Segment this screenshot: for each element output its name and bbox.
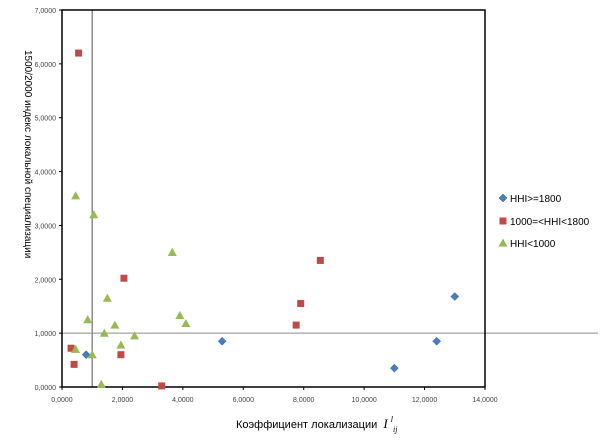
data-point-hhi-mid bbox=[67, 344, 75, 352]
data-point-hhi-high bbox=[432, 336, 442, 346]
data-point-hhi-low bbox=[175, 310, 185, 319]
y-tick-label: 0,0000 bbox=[35, 385, 57, 392]
y-tick-label: 1,0000 bbox=[35, 331, 57, 338]
data-point-hhi-low bbox=[102, 293, 112, 302]
data-point-hhi-low bbox=[167, 247, 177, 256]
x-tick-label: 2,0000 bbox=[112, 397, 134, 404]
data-point-hhi-low bbox=[99, 328, 109, 337]
x-tick-label: 0,0000 bbox=[51, 397, 73, 404]
y-tick-label: 6,0000 bbox=[35, 62, 57, 69]
y-tick-label: 4,0000 bbox=[35, 170, 57, 177]
legend-marker-square-icon bbox=[499, 217, 507, 225]
legend-label: 1000=<HHI<1800 bbox=[510, 217, 590, 228]
legend-label: HHI<1000 bbox=[510, 239, 556, 250]
data-point-hhi-low bbox=[89, 210, 99, 219]
data-point-hhi-mid bbox=[75, 49, 83, 57]
y-tick-label: 2,0000 bbox=[35, 277, 57, 284]
data-point-hhi-high bbox=[450, 292, 460, 301]
data-point-hhi-low bbox=[96, 379, 106, 388]
points-layer bbox=[67, 49, 460, 390]
grid-layer bbox=[62, 10, 598, 387]
data-point-hhi-mid bbox=[70, 360, 78, 368]
data-point-hhi-low bbox=[181, 318, 191, 328]
x-tick-label: 14,0000 bbox=[472, 397, 497, 404]
legend-marker-triangle-icon bbox=[498, 238, 508, 247]
x-tick-label: 10,0000 bbox=[351, 397, 376, 404]
data-point-hhi-low bbox=[87, 350, 97, 359]
x-tick-label: 6,0000 bbox=[233, 397, 255, 404]
data-point-hhi-mid bbox=[117, 351, 125, 359]
x-axis-label: Коэффициент локализации I l ij bbox=[236, 413, 398, 434]
data-point-hhi-mid bbox=[297, 300, 305, 308]
x-axis-label-math-sub: ij bbox=[393, 425, 398, 434]
data-point-hhi-high bbox=[390, 363, 399, 373]
legend: HHI>=1800 1000=<HHI<1800 HHI<1000 bbox=[498, 193, 590, 250]
data-point-hhi-low bbox=[71, 191, 81, 200]
data-point-hhi-mid bbox=[316, 256, 324, 264]
legend-label: HHI>=1800 bbox=[510, 194, 562, 205]
plot-area-border bbox=[61, 9, 486, 388]
y-axis-label: 1500/2000 индекс локальной специализации bbox=[22, 50, 33, 258]
data-point-hhi-mid bbox=[120, 274, 128, 282]
data-point-hhi-low bbox=[83, 315, 93, 324]
axis-layer: 0,0000 2,0000 4,0000 6,0000 8,0000 10,0000 12,… bbox=[35, 8, 498, 404]
data-point-hhi-low bbox=[116, 340, 126, 349]
data-point-hhi-low bbox=[110, 320, 120, 329]
data-point-hhi-high bbox=[81, 350, 91, 360]
x-axis-label-math: I bbox=[382, 416, 388, 431]
y-tick-label: 5,0000 bbox=[35, 116, 57, 123]
x-tick-label: 4,0000 bbox=[172, 397, 194, 404]
x-axis-label-math-sup: l bbox=[391, 415, 394, 424]
data-point-hhi-high bbox=[217, 336, 227, 346]
data-point-hhi-mid bbox=[292, 321, 300, 329]
legend-marker-diamond-icon bbox=[498, 193, 508, 203]
data-point-hhi-mid bbox=[158, 382, 166, 390]
y-tick-label: 3,0000 bbox=[35, 223, 57, 230]
y-tick-label: 7,0000 bbox=[35, 8, 57, 15]
x-tick-label: 12,0000 bbox=[412, 397, 437, 404]
x-tick-label: 8,0000 bbox=[293, 397, 315, 404]
x-axis-label-text: Коэффициент локализации bbox=[236, 419, 377, 431]
data-point-hhi-low bbox=[71, 344, 81, 353]
data-point-hhi-low bbox=[130, 331, 140, 340]
